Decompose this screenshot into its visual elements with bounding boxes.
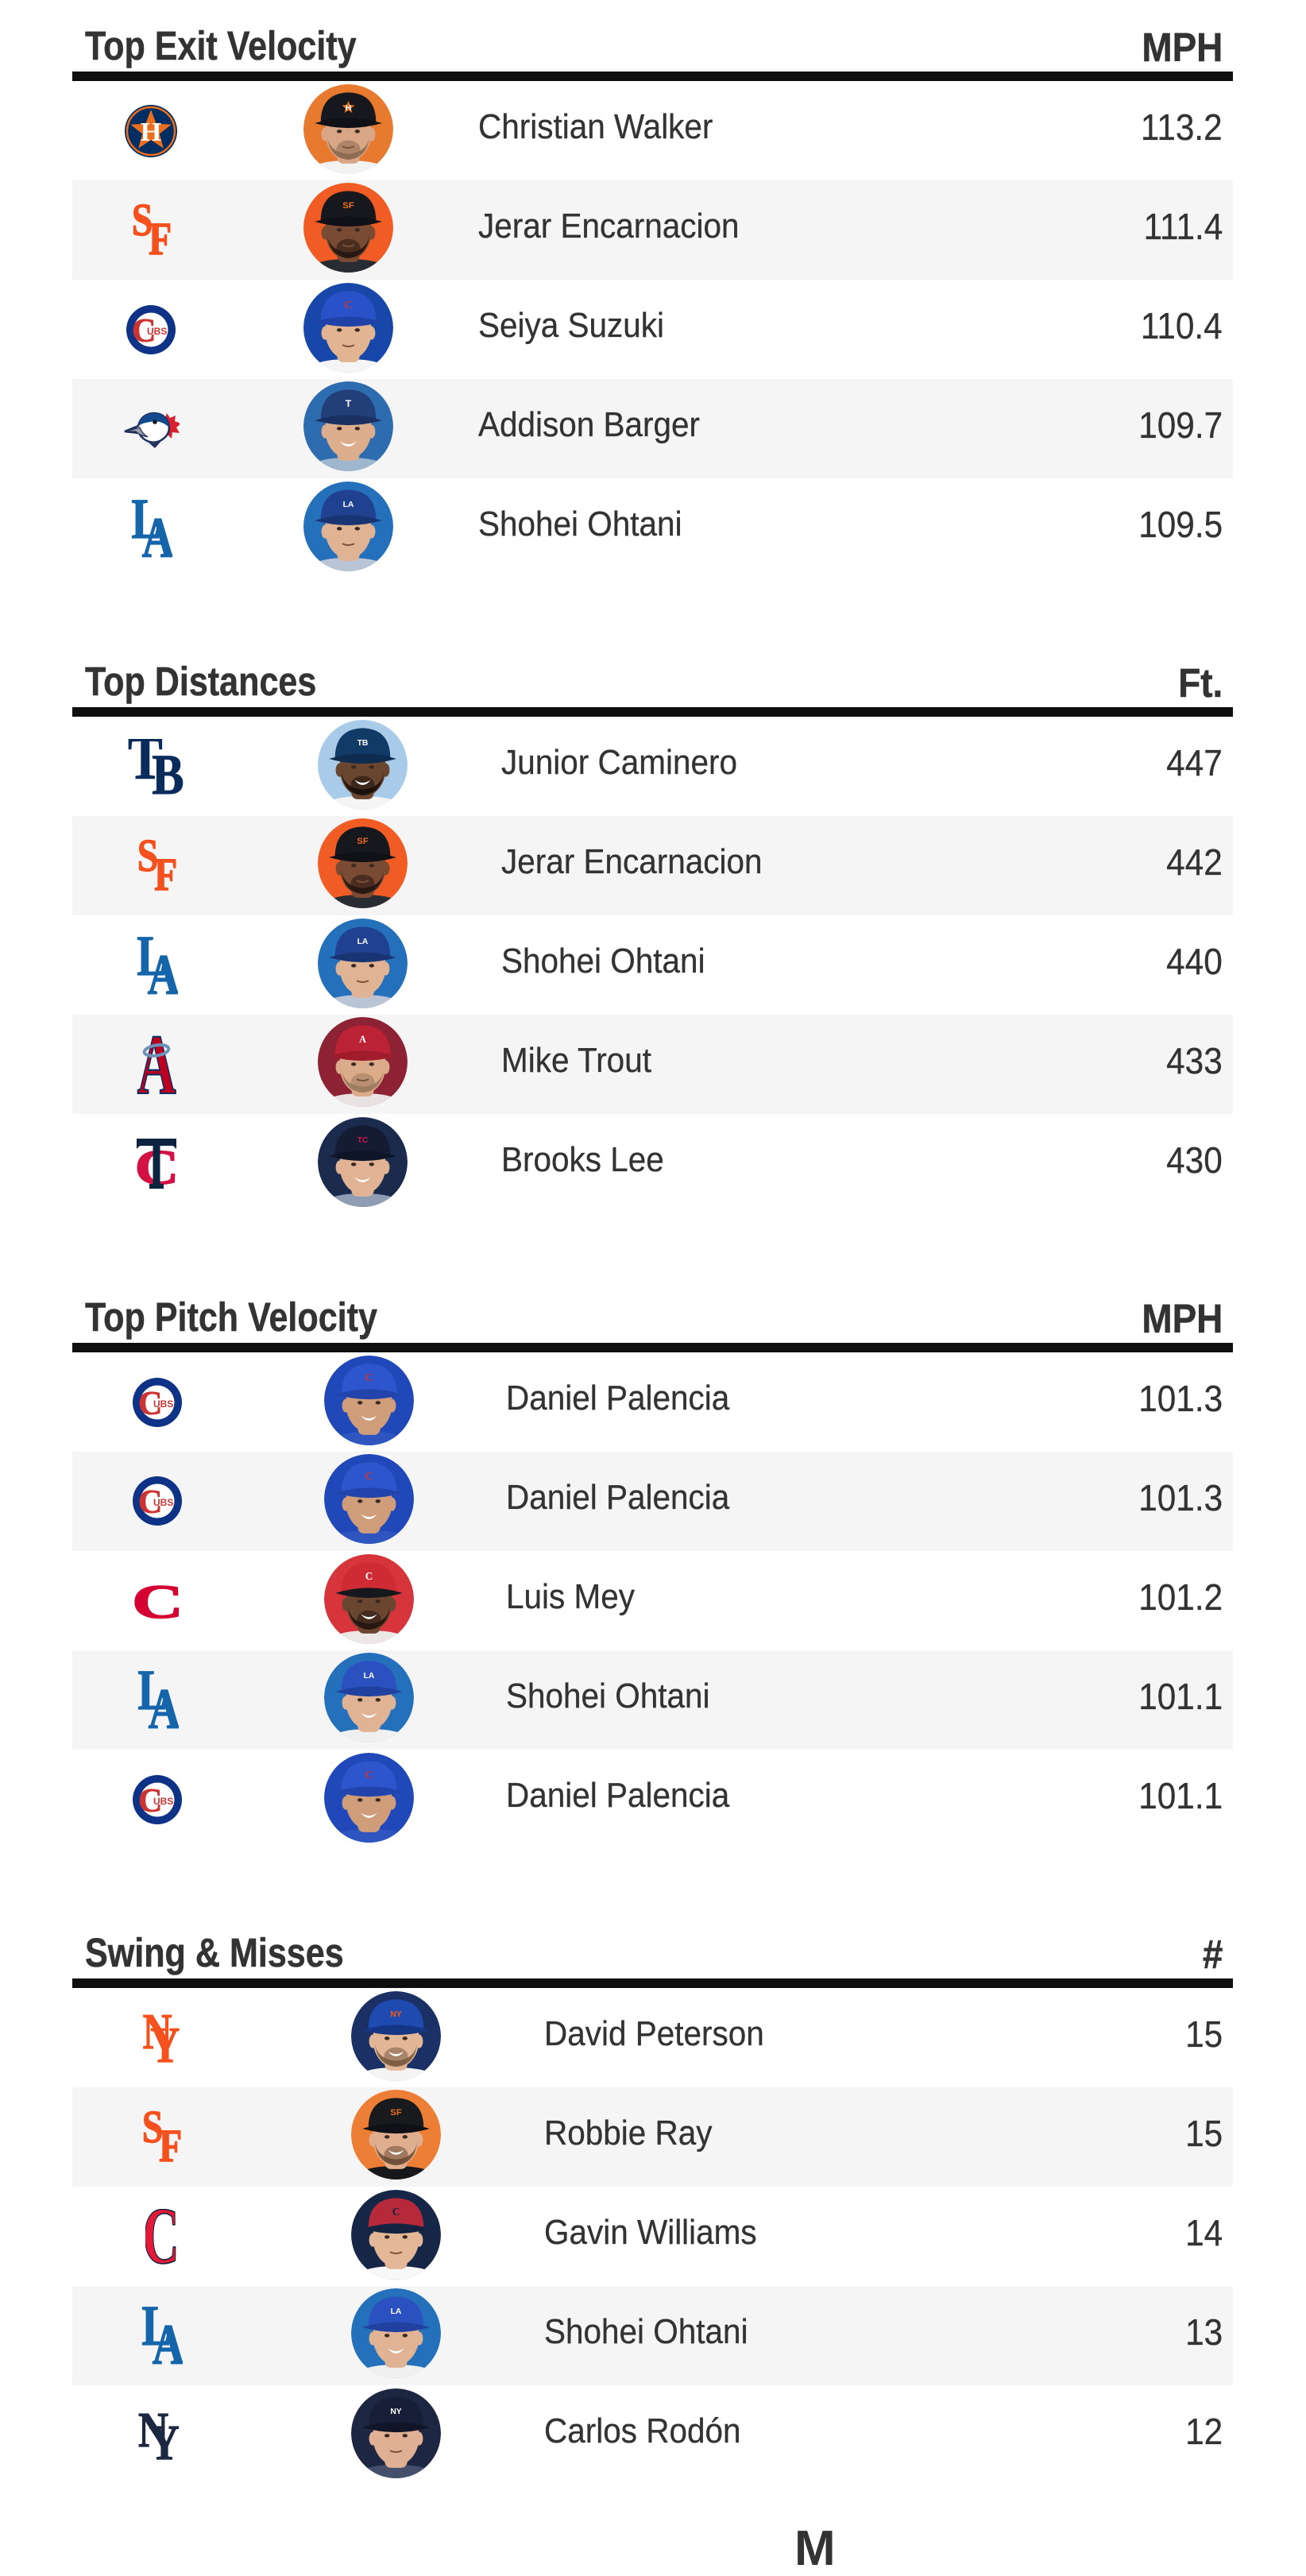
- svg-text:N: N: [143, 2012, 172, 2060]
- svg-text:UBS: UBS: [153, 1398, 173, 1410]
- svg-text:LA: LA: [391, 2307, 402, 2316]
- svg-text:UBS: UBS: [153, 1497, 173, 1508]
- svg-text:C: C: [132, 313, 156, 350]
- svg-text:NY: NY: [390, 2408, 401, 2416]
- svg-text:S: S: [137, 839, 158, 881]
- svg-text:T: T: [346, 398, 352, 409]
- svg-text:UBS: UBS: [153, 1796, 173, 1807]
- svg-text:C: C: [145, 2209, 177, 2265]
- svg-text:H: H: [346, 104, 351, 113]
- svg-text:C: C: [132, 1583, 184, 1619]
- svg-text:C: C: [365, 1769, 373, 1781]
- svg-text:A: A: [149, 1677, 179, 1729]
- svg-text:TB: TB: [357, 739, 369, 748]
- svg-text:A: A: [148, 942, 178, 995]
- svg-text:LA: LA: [357, 938, 369, 946]
- svg-text:C: C: [365, 1371, 373, 1384]
- svg-text:B: B: [152, 744, 184, 795]
- svg-text:UBS: UBS: [147, 326, 167, 337]
- svg-text:SF: SF: [390, 2108, 402, 2118]
- svg-text:H: H: [141, 118, 161, 147]
- svg-text:C: C: [138, 1484, 162, 1521]
- svg-text:LA: LA: [343, 501, 354, 509]
- svg-text:F: F: [154, 850, 176, 892]
- svg-text:SF: SF: [342, 201, 354, 211]
- svg-text:F: F: [159, 2122, 181, 2163]
- svg-text:F: F: [149, 215, 171, 256]
- svg-text:A: A: [142, 505, 172, 558]
- svg-text:NY: NY: [390, 2010, 401, 2019]
- svg-text:C: C: [365, 1570, 373, 1582]
- svg-text:C: C: [365, 1470, 373, 1483]
- svg-text:C: C: [138, 1386, 162, 1422]
- svg-text:C: C: [138, 1783, 162, 1820]
- svg-text:SF: SF: [357, 837, 369, 846]
- svg-text:S: S: [132, 203, 153, 246]
- svg-text:S: S: [142, 2110, 163, 2152]
- svg-text:C: C: [392, 2206, 400, 2218]
- svg-text:A: A: [153, 2312, 183, 2365]
- svg-text:LA: LA: [364, 1672, 375, 1681]
- svg-text:Y: Y: [150, 2017, 180, 2063]
- svg-text:A: A: [359, 1034, 366, 1045]
- svg-text:TC: TC: [357, 1136, 369, 1145]
- svg-text:Y: Y: [149, 2416, 180, 2460]
- svg-text:C: C: [344, 299, 352, 311]
- svg-text:N: N: [138, 2411, 168, 2458]
